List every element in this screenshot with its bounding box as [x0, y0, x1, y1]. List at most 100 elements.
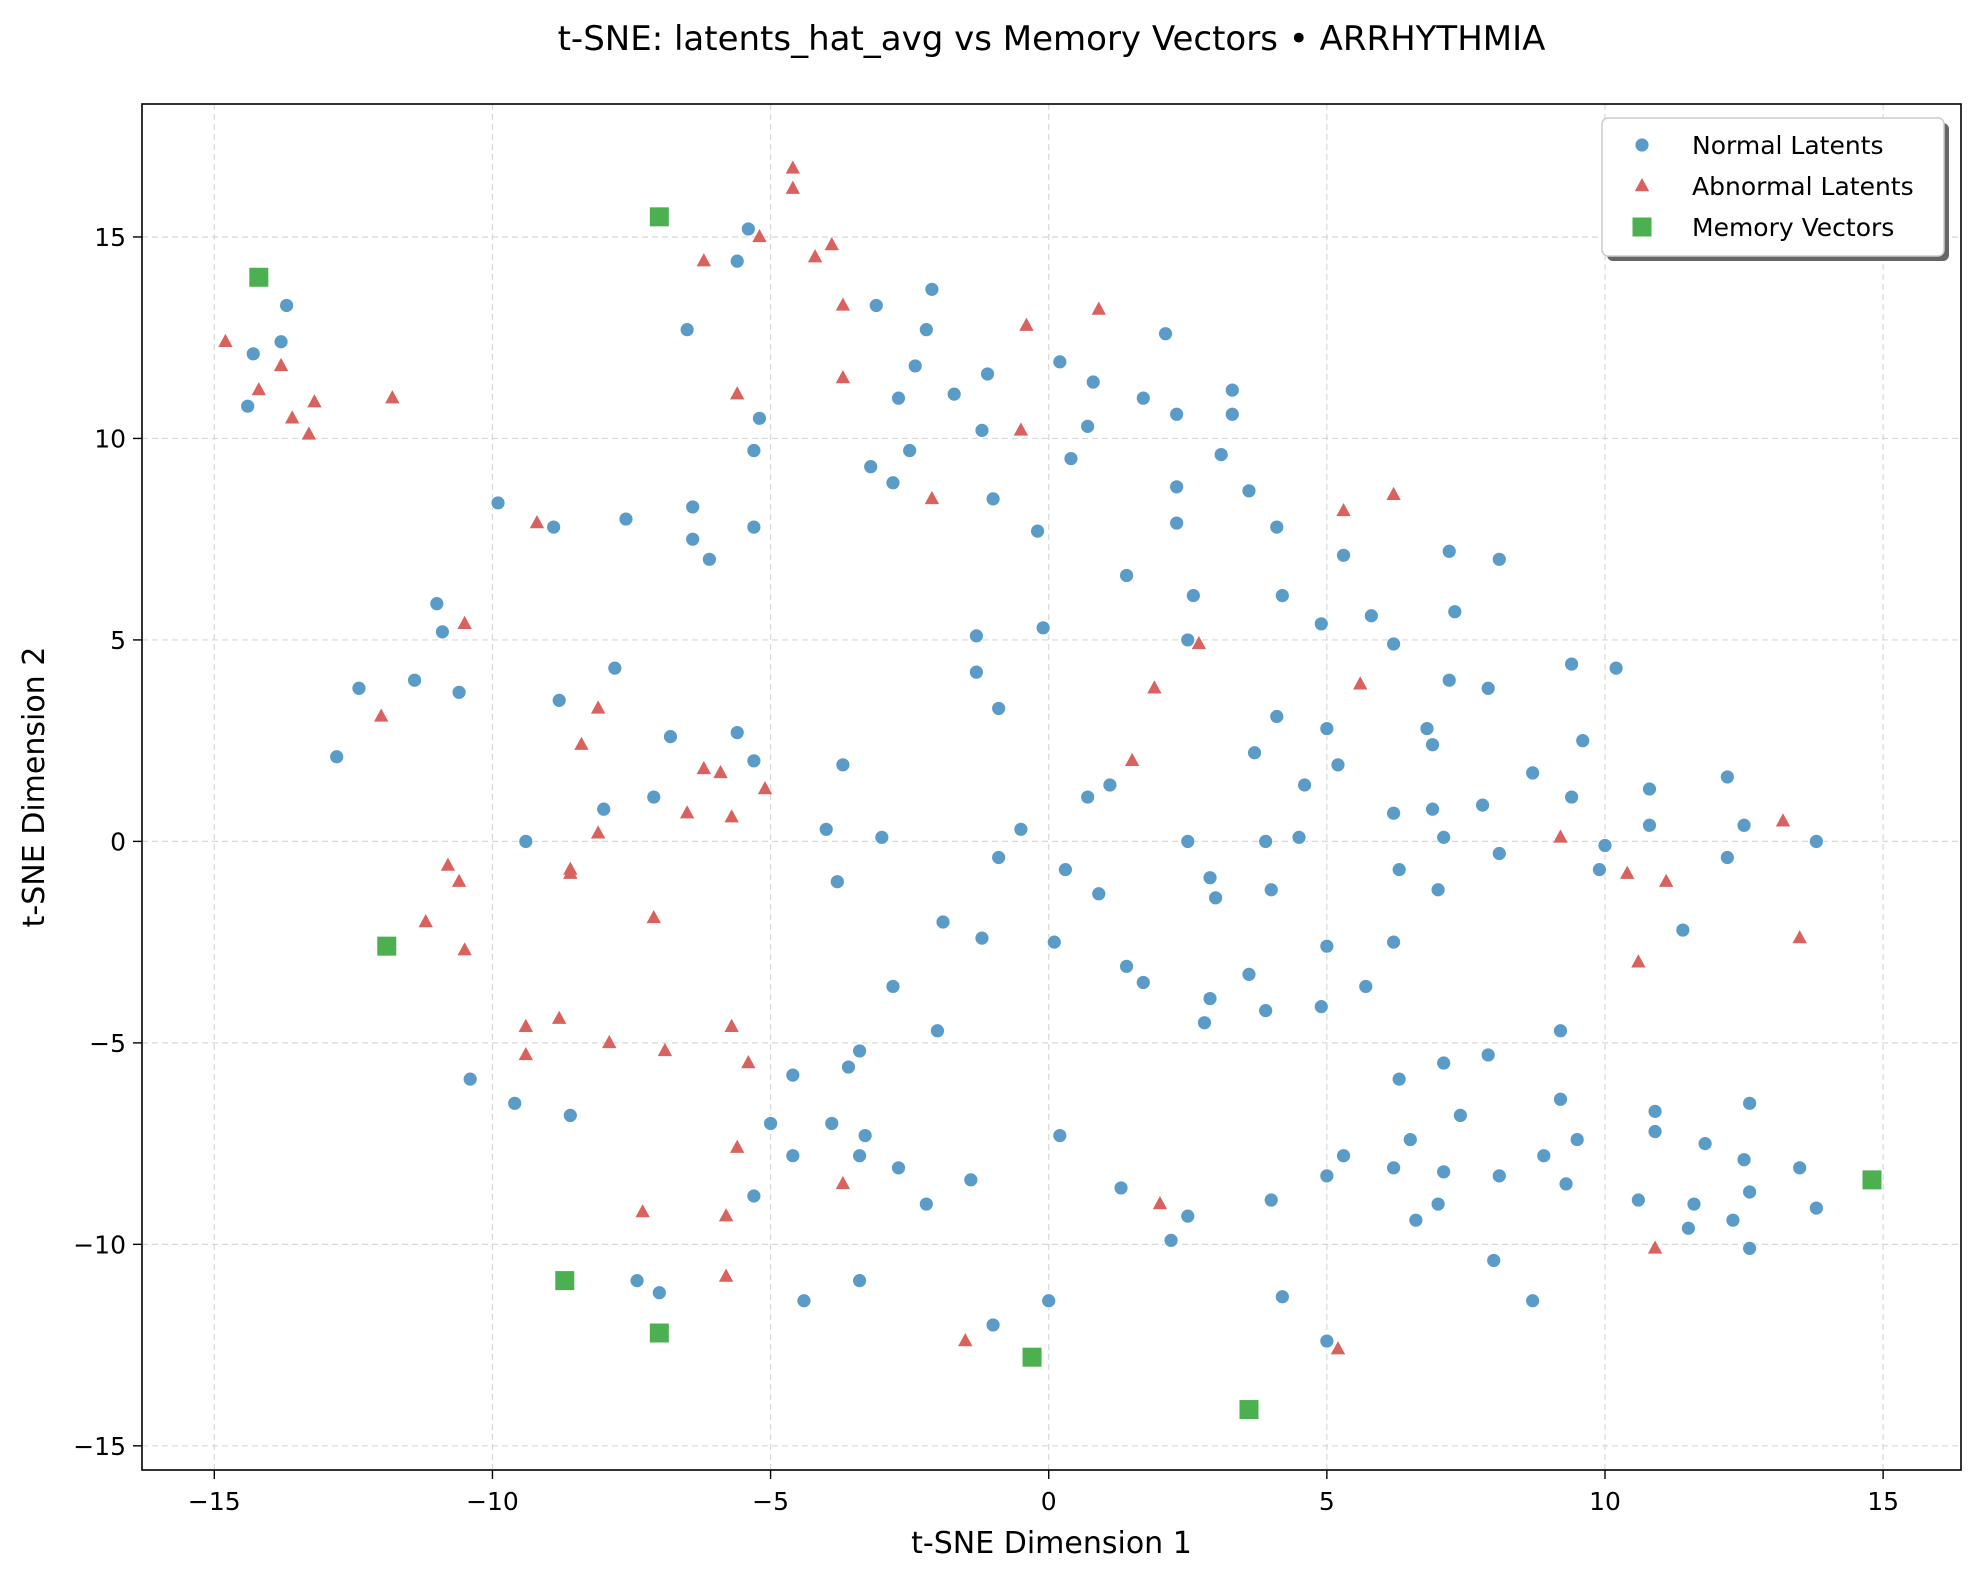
normal-latent-point [1185, 588, 1201, 603]
normal-latent-point [1391, 862, 1407, 878]
abnormal-latent-point [1658, 873, 1674, 887]
normal-latent-point [1558, 1176, 1574, 1192]
normal-latent-point [1358, 979, 1374, 994]
abnormal-latent-point [785, 160, 801, 174]
x-tick-label: −15 [188, 1487, 241, 1516]
memory-vector-point [249, 267, 269, 287]
normal-latent-point [1742, 1184, 1758, 1200]
normal-latent-point [963, 1172, 979, 1188]
normal-latent-point [980, 366, 995, 382]
normal-latent-point [1063, 451, 1079, 466]
abnormal-latent-point [273, 357, 289, 372]
normal-latent-point [1258, 1003, 1274, 1019]
abnormal-latent-point [518, 1018, 534, 1032]
normal-latent-point [1719, 850, 1735, 865]
abnormal-latent-point [563, 865, 578, 879]
normal-latent-point [518, 833, 534, 849]
abnormal-latent-point [1631, 954, 1646, 968]
normal-latent-point [746, 1188, 762, 1204]
abnormal-latent-point [1124, 752, 1140, 767]
abnormal-latent-point [284, 410, 300, 424]
legend-box [1601, 117, 1945, 257]
abnormal-latent-point [730, 1139, 745, 1153]
normal-latent-point [407, 672, 422, 688]
normal-latent-point [1808, 833, 1824, 849]
normal-latent-point [1363, 608, 1379, 624]
abnormal-latent-point [218, 333, 233, 347]
normal-latent-point [1475, 797, 1491, 813]
normal-latent-point [1536, 1148, 1552, 1164]
legend-label: Normal Latents [1692, 131, 1884, 160]
normal-latent-point [1697, 1136, 1713, 1152]
abnormal-latent-point [1647, 1240, 1663, 1254]
abnormal-latent-point [835, 1175, 851, 1190]
normal-latent-point [1592, 862, 1607, 878]
normal-latent-point [1430, 882, 1446, 898]
normal-latent-point [891, 1160, 906, 1176]
normal-latent-point [1330, 757, 1346, 773]
data-points [218, 160, 1882, 1420]
abnormal-latent-point [307, 394, 322, 408]
normal-latent-point [1080, 789, 1096, 805]
normal-latent-point [679, 322, 695, 338]
normal-latent-point [1436, 1164, 1452, 1180]
normal-latent-point [663, 729, 678, 745]
normal-latent-point [1052, 1128, 1068, 1143]
normal-latent-point [1480, 1047, 1496, 1063]
normal-latent-point [969, 664, 984, 680]
normal-latent-point [1575, 733, 1591, 749]
abnormal-latent-point [646, 909, 661, 924]
normal-latent-point [490, 495, 506, 511]
normal-latent-point [1180, 632, 1196, 648]
normal-latent-point [835, 757, 851, 773]
normal-latent-point [273, 334, 289, 350]
normal-latent-point [902, 443, 918, 458]
normal-latent-point [1180, 1208, 1196, 1224]
abnormal-latent-point [696, 253, 712, 267]
abnormal-latent-point [301, 426, 317, 440]
normal-latent-point [746, 443, 762, 458]
normal-latent-point [1013, 821, 1029, 837]
legend-marker-square [1632, 217, 1652, 237]
normal-latent-point [1035, 620, 1051, 636]
x-tick-label: −5 [752, 1487, 789, 1516]
normal-latent-point [785, 1148, 801, 1164]
abnormal-latent-point [635, 1204, 650, 1218]
chart-title: t-SNE: latents_hat_avg vs Memory Vectors… [558, 19, 1546, 59]
abnormal-latent-point [1553, 829, 1568, 843]
abnormal-latent-point [1013, 422, 1029, 436]
x-tick-label: 5 [1319, 1487, 1335, 1516]
normal-latent-point [1742, 1240, 1758, 1256]
normal-latent-point [829, 874, 845, 890]
abnormal-latent-point [552, 1010, 567, 1024]
normal-latent-point [629, 1273, 645, 1289]
normal-latent-point [1736, 1152, 1752, 1168]
abnormal-latent-point [1147, 680, 1162, 694]
abnormal-latent-point [724, 809, 739, 823]
normal-latent-point [1247, 745, 1262, 761]
normal-latent-point [551, 692, 567, 708]
normal-latent-point [991, 701, 1007, 716]
normal-latent-point [618, 511, 634, 527]
normal-latent-point [729, 725, 745, 741]
normal-latent-point [1180, 833, 1196, 849]
normal-latent-point [1313, 616, 1329, 632]
normal-latent-point [974, 930, 990, 946]
normal-latent-point [852, 1043, 867, 1059]
normal-latent-point [1297, 777, 1313, 793]
memory-vector-point [649, 207, 669, 227]
normal-latent-point [841, 1059, 856, 1075]
y-tick-label: −10 [73, 1230, 126, 1259]
normal-latent-point [1386, 1160, 1402, 1176]
normal-latent-point [1113, 1180, 1129, 1196]
normal-latent-point [1525, 765, 1541, 781]
normal-latent-point [752, 410, 767, 426]
abnormal-latent-point [724, 1018, 739, 1032]
normal-latent-point [1792, 1160, 1808, 1176]
normal-latent-point [1491, 846, 1507, 861]
abnormal-latent-point [590, 700, 606, 714]
normal-latent-point [1452, 1108, 1468, 1123]
normal-latent-point [746, 753, 762, 769]
abnormal-latent-point [741, 1055, 756, 1069]
normal-latent-point [885, 475, 901, 491]
